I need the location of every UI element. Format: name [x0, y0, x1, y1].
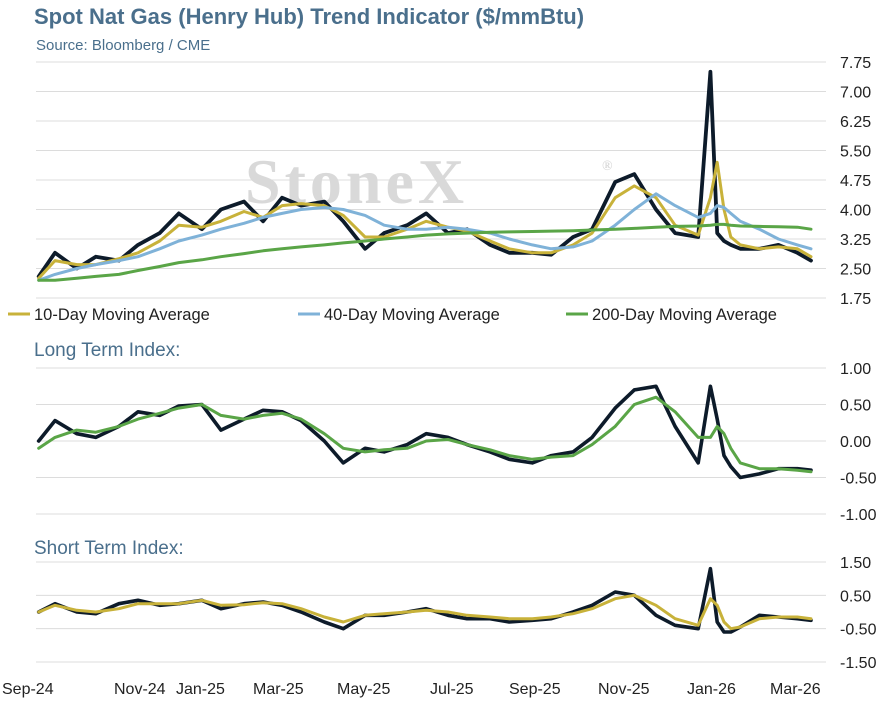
- short-term-series-2-line: [37, 593, 813, 631]
- y-tick-label: -1.00: [840, 507, 877, 524]
- x-tick-label: Jul-25: [430, 681, 474, 698]
- two-hundred-day-ma-line: [37, 222, 813, 282]
- x-tick-label: Mar-26: [770, 681, 821, 698]
- x-tick-label: Jan-25: [176, 681, 225, 698]
- series-lines: [36, 69, 813, 634]
- y-tick-label: 7.75: [840, 55, 871, 72]
- y-tick-label: 0.50: [840, 588, 871, 605]
- short-term-index-title: Short Term Index:: [34, 538, 184, 559]
- y-tick-label: -0.50: [840, 622, 877, 639]
- y-tick-label: -1.50: [840, 655, 877, 672]
- y-tick-label: 2.50: [840, 262, 871, 279]
- y-tick-label: 7.00: [840, 85, 871, 102]
- x-tick-label: Sep-24: [2, 681, 54, 698]
- legend-label: 200-Day Moving Average: [592, 306, 777, 324]
- legend: 10-Day Moving Average 40-Day Moving Avera…: [8, 306, 777, 324]
- y-tick-label: 4.00: [840, 203, 871, 220]
- long-term-series-2-line: [37, 395, 813, 474]
- short-term-series-1-line: [36, 566, 813, 634]
- y-tick-label: 6.25: [840, 114, 871, 131]
- y-tick-label: 1.50: [840, 555, 871, 572]
- y-tick-label: 1.00: [840, 361, 871, 378]
- x-tick-label: Nov-25: [598, 681, 650, 698]
- spot-line: [36, 69, 813, 279]
- gridlines: [36, 61, 826, 663]
- chart-source: Source: Bloomberg / CME: [36, 37, 211, 54]
- y-tick-label: 4.75: [840, 173, 871, 190]
- y-tick-label: 0.50: [840, 398, 871, 415]
- y-tick-label: 1.75: [840, 291, 871, 308]
- forty-day-ma-line: [37, 192, 813, 282]
- legend-label: 10-Day Moving Average: [34, 306, 210, 324]
- x-tick-label: Nov-24: [114, 681, 166, 698]
- legend-label: 40-Day Moving Average: [324, 306, 500, 324]
- y-axis-ticks: 7.75 7.00 6.25 5.50 4.75 4.00 3.25 2.50 1.75 1.00…: [840, 55, 877, 672]
- x-tick-label: Mar-25: [253, 681, 304, 698]
- y-tick-label: 0.00: [840, 434, 871, 451]
- x-tick-label: Sep-25: [509, 681, 561, 698]
- y-tick-label: 3.25: [840, 232, 871, 249]
- x-tick-label: Jan-26: [687, 681, 736, 698]
- x-axis-ticks: Sep-24 Nov-24 Jan-25 Mar-25 May-25 Jul-25 Sep-…: [2, 681, 821, 698]
- watermark-mark: ®: [602, 159, 613, 174]
- y-tick-label: 5.50: [840, 144, 871, 161]
- x-tick-label: May-25: [337, 681, 390, 698]
- long-term-index-title: Long Term Index:: [34, 340, 181, 361]
- chart-title: Spot Nat Gas (Henry Hub) Trend Indicator…: [34, 4, 585, 29]
- y-tick-label: -0.50: [840, 471, 877, 488]
